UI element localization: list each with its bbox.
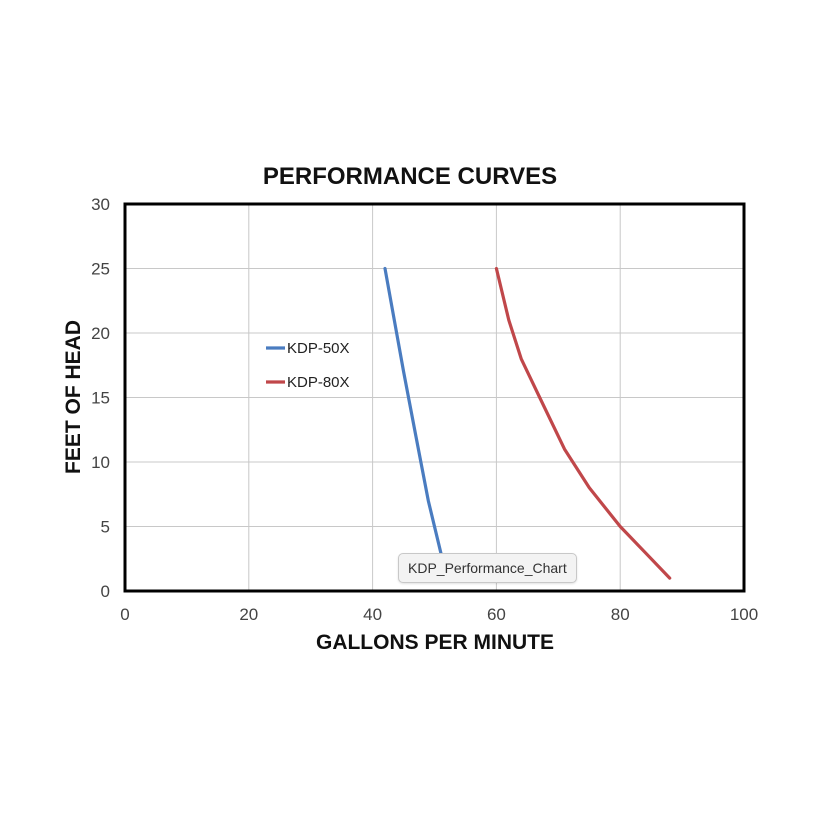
x-tick-label: 80 xyxy=(611,605,630,624)
x-tick-label: 0 xyxy=(120,605,129,624)
y-axis-title: FEET OF HEAD xyxy=(62,320,85,474)
y-tick-label: 0 xyxy=(101,582,110,601)
y-tick-labels: 0 5 10 15 20 25 30 xyxy=(91,195,110,601)
y-tick-label: 30 xyxy=(91,195,110,214)
y-tick-label: 20 xyxy=(91,324,110,343)
x-tick-labels: 0 20 40 60 80 100 xyxy=(120,605,758,624)
y-tick-label: 15 xyxy=(91,389,110,408)
chart-tooltip: KDP_Performance_Chart xyxy=(398,553,577,583)
x-tick-label: 20 xyxy=(239,605,258,624)
y-tick-label: 5 xyxy=(101,518,110,537)
x-tick-label: 60 xyxy=(487,605,506,624)
y-tick-label: 10 xyxy=(91,453,110,472)
legend-label: KDP-50X xyxy=(287,340,350,357)
x-tick-label: 40 xyxy=(363,605,382,624)
x-axis-title: GALLONS PER MINUTE xyxy=(316,631,554,654)
legend-label: KDP-80X xyxy=(287,374,350,391)
plot-frame xyxy=(123,202,746,593)
chart-title: PERFORMANCE CURVES xyxy=(263,163,557,190)
series-line-kdp-50x xyxy=(383,266,449,580)
series-lines xyxy=(383,266,672,580)
x-tick-label: 100 xyxy=(730,605,758,624)
legend: KDP-50X KDP-80X xyxy=(266,340,350,391)
y-tick-label: 25 xyxy=(91,260,110,279)
series-line-kdp-80x xyxy=(494,266,672,580)
